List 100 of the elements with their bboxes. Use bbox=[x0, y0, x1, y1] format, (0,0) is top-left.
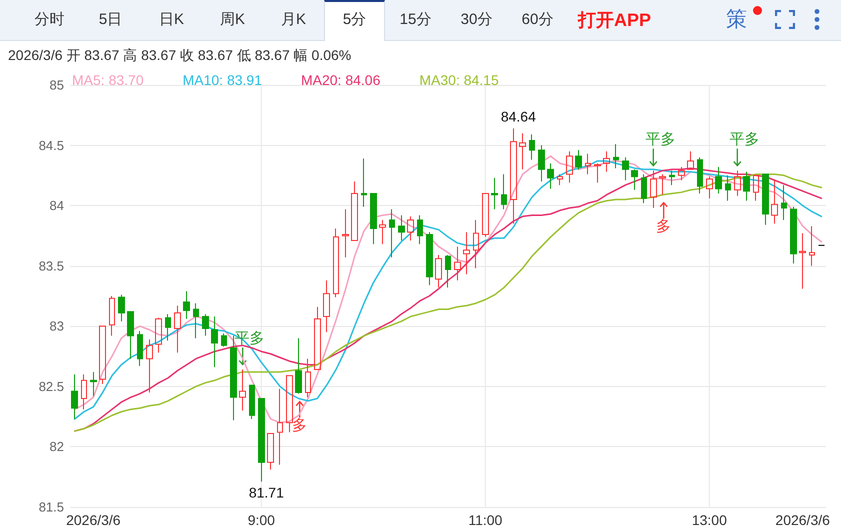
candlestick bbox=[799, 232, 806, 290]
text: 打开APP bbox=[578, 9, 652, 32]
candlestick bbox=[193, 302, 199, 339]
x-tick-label: 2026/3/6 bbox=[66, 512, 121, 528]
text: 月K bbox=[280, 10, 307, 30]
x-tick-label: 9:00 bbox=[248, 512, 276, 528]
y-tick-label: 83.5 bbox=[38, 258, 64, 274]
candlestick bbox=[81, 374, 87, 410]
candlestick bbox=[127, 311, 134, 360]
candlestick bbox=[753, 174, 759, 202]
text: 策 bbox=[726, 7, 747, 33]
candlestick bbox=[594, 162, 601, 184]
text: 分时 bbox=[34, 10, 66, 30]
annotation: 平多 bbox=[729, 131, 760, 148]
candlestick bbox=[258, 398, 265, 482]
candlestick bbox=[678, 166, 685, 181]
candlestick bbox=[118, 294, 125, 322]
y-tick-label: 85 bbox=[50, 78, 64, 92]
candlestick bbox=[398, 214, 405, 242]
candlestick bbox=[417, 214, 423, 245]
x-tick-label: 13:00 bbox=[692, 512, 728, 528]
candlestick bbox=[809, 226, 815, 266]
candlestick bbox=[333, 228, 339, 298]
text: 日K bbox=[158, 10, 185, 30]
candlestick bbox=[342, 208, 349, 258]
candlestick bbox=[211, 316, 218, 368]
candlestick bbox=[650, 170, 657, 208]
candlestick bbox=[295, 338, 302, 394]
candlestick bbox=[659, 174, 666, 196]
candlestick bbox=[323, 280, 330, 333]
y-tick-label: 81.5 bbox=[38, 500, 64, 514]
candlestick bbox=[762, 174, 769, 226]
candlestick bbox=[641, 174, 647, 204]
candlestick bbox=[445, 254, 451, 288]
candlestick bbox=[790, 206, 797, 264]
candlestick bbox=[715, 166, 722, 194]
text: MA20: 84.06 bbox=[300, 72, 381, 88]
candlestick bbox=[267, 432, 274, 470]
candlestick bbox=[575, 150, 582, 170]
text: MA30: 84.15 bbox=[419, 72, 499, 88]
text: MA10: 83.91 bbox=[182, 72, 262, 88]
candlestick bbox=[529, 134, 535, 160]
candlestick bbox=[389, 208, 395, 258]
candlestick bbox=[501, 174, 507, 210]
candlestick bbox=[454, 246, 461, 281]
candlestick bbox=[725, 174, 731, 202]
candlestick bbox=[557, 174, 563, 186]
chart-subtitle: 2026/3/6 开 83.67 高 83.67 收 83.67 低 83.67 幅 0.06% bbox=[8, 47, 352, 63]
y-tick-label: 82.5 bbox=[38, 378, 64, 394]
candlestick bbox=[277, 388, 283, 466]
annotation: 84.64 bbox=[500, 108, 536, 124]
y-tick-label: 83 bbox=[50, 318, 64, 334]
candlestick bbox=[603, 150, 610, 172]
y-tick-label: 84.5 bbox=[38, 138, 64, 153]
annotation: 81.71 bbox=[248, 484, 284, 501]
candlestick bbox=[622, 156, 629, 181]
candlestick bbox=[435, 254, 442, 288]
candlestick bbox=[155, 317, 162, 354]
candlestick bbox=[669, 170, 675, 186]
candlestick bbox=[407, 216, 414, 242]
candlestick bbox=[473, 220, 479, 269]
candlestick bbox=[482, 193, 489, 238]
candlestick bbox=[585, 153, 591, 175]
text: 5日 bbox=[98, 10, 124, 30]
candlestick bbox=[426, 232, 433, 286]
candlestick bbox=[463, 232, 470, 275]
candlestick bbox=[174, 305, 181, 354]
candlestick bbox=[165, 314, 171, 342]
candlestick bbox=[771, 180, 778, 224]
candlestick bbox=[202, 314, 209, 336]
candlestick bbox=[286, 375, 293, 433]
candlestick bbox=[491, 177, 498, 210]
candlestick bbox=[239, 369, 246, 412]
text: 60分 bbox=[520, 10, 554, 30]
y-tick-label: 82 bbox=[50, 439, 64, 454]
candlestick bbox=[99, 326, 106, 385]
candlestick bbox=[305, 358, 311, 398]
candlestick bbox=[697, 156, 703, 194]
candlestick bbox=[538, 144, 545, 182]
x-tick-label: 11:00 bbox=[468, 512, 503, 528]
candlestick bbox=[379, 220, 386, 245]
candlestick bbox=[183, 290, 190, 320]
annotation: 多 bbox=[656, 218, 672, 236]
candlestick bbox=[361, 158, 367, 208]
text: 15分 bbox=[398, 10, 432, 30]
candlestick bbox=[547, 162, 554, 190]
candlestick bbox=[351, 180, 358, 242]
candlestick bbox=[519, 132, 526, 170]
candlestick bbox=[221, 332, 227, 348]
candlestick bbox=[510, 128, 517, 224]
candlestick bbox=[613, 144, 619, 169]
candlestick bbox=[71, 374, 78, 420]
annotation: 多 bbox=[292, 417, 308, 434]
text: MA5: 83.70 bbox=[72, 72, 144, 88]
candlestick bbox=[566, 150, 573, 184]
y-tick-label: 84 bbox=[50, 198, 64, 214]
candlestick bbox=[781, 184, 787, 221]
annotation: 平多 bbox=[645, 131, 676, 148]
candlestick bbox=[249, 384, 255, 420]
candlestick bbox=[706, 176, 713, 199]
